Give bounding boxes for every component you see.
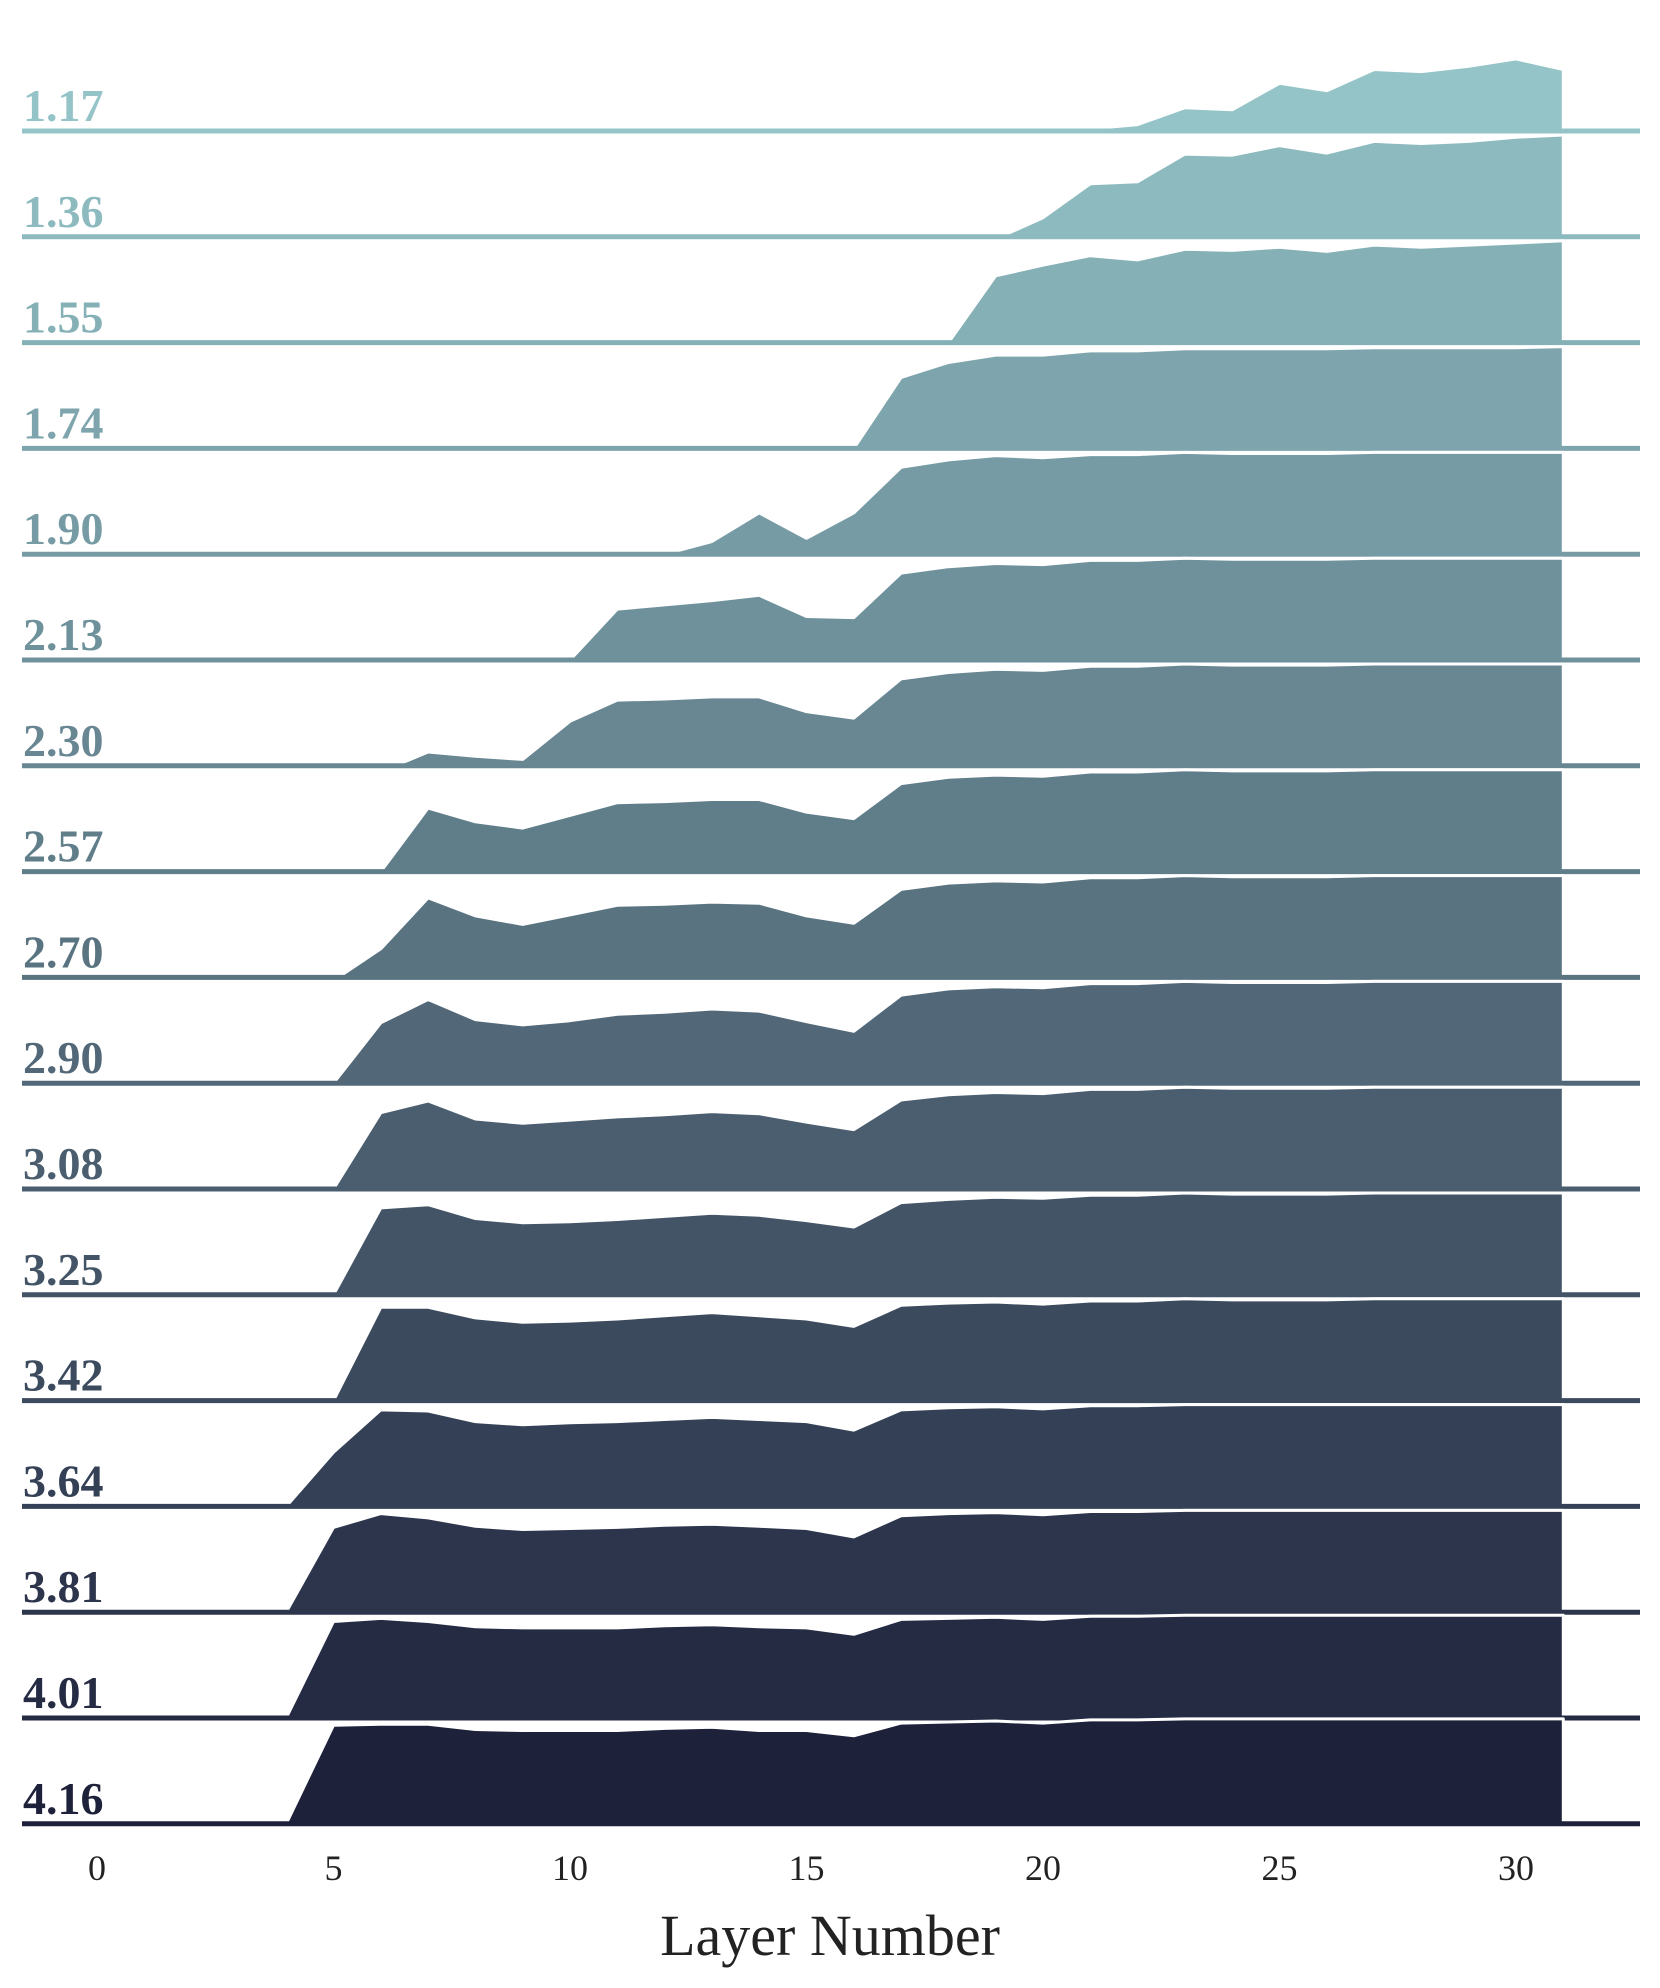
ridge-label-3.64: 3.64 [23, 1455, 104, 1506]
ridge-area-1.36 [998, 133, 1565, 239]
ridge-area-1.74 [852, 345, 1565, 450]
ridge-area-2.90 [332, 979, 1565, 1085]
ridge-label-2.70: 2.70 [23, 926, 104, 977]
ridge-label-1.90: 1.90 [23, 503, 104, 554]
ridge-label-3.81: 3.81 [23, 1561, 104, 1612]
x-axis: 0 5 10 15 20 25 30 [88, 1848, 1534, 1888]
ridges-group: 1.17 1.36 1.55 1.74 1.90 2.13 2.30 2.57 2.70 2.90… [22, 57, 1640, 1827]
ridge-area-1.90 [663, 450, 1565, 556]
x-tick-label: 30 [1498, 1848, 1534, 1888]
ridge-label-2.30: 2.30 [23, 715, 104, 766]
ridge-label-1.74: 1.74 [23, 397, 104, 448]
ridge-area-3.64 [284, 1403, 1565, 1508]
ridge-label-1.17: 1.17 [23, 80, 104, 131]
ridge-area-1.17 [1069, 57, 1565, 133]
x-tick-label: 5 [325, 1848, 343, 1888]
ridge-area-2.57 [379, 768, 1565, 874]
x-tick-label: 0 [88, 1848, 106, 1888]
ridge-label-1.36: 1.36 [23, 186, 104, 237]
ridge-label-4.01: 4.01 [23, 1667, 104, 1718]
ridge-label-2.90: 2.90 [23, 1032, 104, 1083]
ridge-area-3.81 [284, 1508, 1565, 1614]
ridge-label-3.08: 3.08 [23, 1138, 104, 1189]
ridge-area-1.55 [946, 239, 1565, 345]
ridge-area-3.08 [332, 1085, 1565, 1191]
x-axis-title: Layer Number [660, 1903, 1000, 1968]
x-tick-label: 20 [1025, 1848, 1061, 1888]
ridge-label-2.13: 2.13 [23, 609, 104, 660]
ridge-area-2.70 [336, 874, 1565, 979]
ridge-area-2.13 [568, 556, 1565, 662]
ridge-label-1.55: 1.55 [23, 292, 104, 343]
ridge-area-3.42 [332, 1297, 1565, 1403]
x-tick-label: 10 [552, 1848, 588, 1888]
ridge-label-3.42: 3.42 [23, 1350, 104, 1401]
ridge-label-3.25: 3.25 [23, 1244, 104, 1295]
ridge-label-4.16: 4.16 [23, 1773, 104, 1824]
ridge-area-2.30 [393, 662, 1565, 768]
ridge-area-3.25 [332, 1191, 1565, 1297]
ridge-area-4.01 [284, 1613, 1565, 1720]
ridge-area-4.16 [284, 1717, 1565, 1826]
ridge-label-2.57: 2.57 [23, 821, 104, 872]
x-tick-label: 15 [789, 1848, 825, 1888]
x-tick-label: 25 [1262, 1848, 1298, 1888]
